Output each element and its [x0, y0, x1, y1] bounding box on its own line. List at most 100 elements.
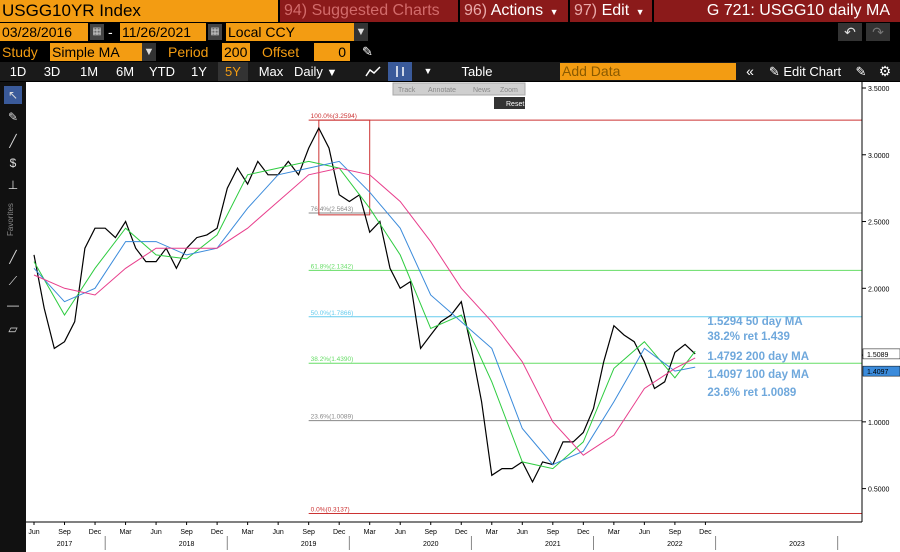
range-1m[interactable]: 1M	[79, 64, 99, 79]
range-ytd[interactable]: YTD	[149, 64, 175, 79]
frequency-select[interactable]: Daily ▼	[294, 62, 344, 81]
fib-label-6: 0.0%(0.3137)	[311, 506, 350, 513]
x-year-label-0: 2017	[57, 541, 73, 548]
last-value-label-0: 1.5089	[867, 352, 889, 359]
start-date-field[interactable]: 03/28/2016	[0, 23, 88, 41]
fib-label-4: 38.2%(1.4390)	[311, 356, 354, 363]
offset-label: Offset	[262, 44, 300, 60]
x-month-label-22: Dec	[699, 529, 712, 536]
edit-chart-button[interactable]: ✎ Edit Chart	[762, 62, 848, 81]
range-max[interactable]: Max	[258, 64, 284, 79]
x-month-label-3: Mar	[120, 529, 133, 536]
pointer-tool-icon[interactable]: ↖	[4, 86, 22, 104]
reset-button[interactable]: Reset	[506, 101, 524, 108]
x-month-label-18: Dec	[577, 529, 590, 536]
table-button[interactable]: Table	[461, 64, 493, 79]
bar-chart-icon[interactable]	[388, 62, 412, 81]
annotations: 1.5294 50 day MA 38.2% ret 1.439 1.4792 20…	[707, 316, 809, 399]
x-month-label-12: Jun	[395, 529, 406, 536]
actions-dropdown-icon: ▼	[549, 7, 559, 17]
series-line-2	[33, 160, 696, 466]
currency-select[interactable]: Local CCY	[226, 23, 354, 41]
header-bar: USGG10YR Index 94) Suggested Charts 96) …	[0, 0, 900, 22]
undo-icon[interactable]: ↶	[838, 23, 862, 41]
redo-icon[interactable]: ↷	[866, 23, 890, 41]
x-axis: Jun Sep Dec Mar Jun Sep Dec Mar Jun Sep Dec Mar Jun S…	[26, 521, 862, 550]
actions-num: 96)	[464, 2, 488, 19]
horizontal-line-icon[interactable]: —	[7, 298, 19, 312]
suggested-charts-button[interactable]: 94) Suggested Charts	[280, 0, 458, 22]
offset-input[interactable]: 0	[314, 43, 350, 61]
x-month-label-8: Jun	[272, 529, 283, 536]
trendline-tool-icon[interactable]: ╱	[9, 134, 17, 148]
pencil-icon[interactable]: ✎	[362, 44, 373, 59]
collapse-left-icon[interactable]: «	[746, 63, 754, 79]
series-line-3	[33, 167, 696, 456]
favorites-label: Favorites	[6, 203, 15, 237]
range-3d[interactable]: 3D	[43, 64, 61, 79]
overlay-tab-track[interactable]: Track	[398, 87, 416, 94]
window-title: G 721: USGG10 daily MA	[654, 0, 900, 22]
frequency-dropdown-icon: ▼	[326, 67, 338, 79]
end-calendar-icon[interactable]: ▦	[208, 24, 222, 40]
x-month-label-7: Mar	[242, 529, 255, 536]
x-month-label-17: Sep	[547, 529, 560, 536]
last-value-bg-0	[862, 348, 900, 360]
actions-button[interactable]: 96) Actions ▼	[460, 0, 568, 22]
y-tick-label-6: 3.5000	[868, 86, 890, 93]
study-select[interactable]: Simple MA	[50, 43, 142, 61]
edit-button[interactable]: 97) Edit ▼	[570, 0, 652, 22]
line-chart-icon[interactable]	[360, 62, 386, 81]
series-group	[33, 126, 696, 484]
annotate-icon[interactable]: ✎	[855, 64, 867, 79]
chart-type-dropdown-icon[interactable]: ▼	[423, 66, 433, 76]
dollar-tool-icon[interactable]: $	[9, 156, 17, 170]
annotation-2: 1.4792 200 day MA	[707, 351, 809, 363]
line-tool-icon[interactable]: ╱	[9, 250, 17, 264]
x-month-label-6: Dec	[211, 529, 224, 536]
x-year-label-5: 2022	[667, 541, 683, 548]
y-tick-label-5: 3.0000	[868, 153, 890, 160]
ray-tool-icon[interactable]: ⟋	[8, 274, 18, 288]
currency-dropdown-icon[interactable]: ▼	[354, 23, 368, 41]
edit-chart-label: Edit Chart	[783, 64, 842, 79]
measure-tool-icon[interactable]: ⊥	[7, 178, 19, 192]
add-data-input[interactable]: Add Data	[560, 63, 736, 80]
y-tick-label-1: 1.0000	[868, 420, 890, 427]
fib-label-5: 23.6%(1.0089)	[311, 414, 354, 421]
fib-label-0: 100.0%(3.2594)	[311, 113, 357, 120]
y-tick-label-3: 2.0000	[868, 286, 890, 293]
study-dropdown-icon[interactable]: ▼	[142, 43, 156, 61]
last-value-bg-1	[862, 365, 900, 377]
x-month-label-2: Dec	[89, 529, 102, 536]
gear-icon[interactable]: ⚙	[878, 63, 892, 79]
annotation-0: 1.5294 50 day MA	[707, 316, 802, 328]
eraser-tool-icon[interactable]: ▱	[8, 322, 18, 336]
range-5y[interactable]: 5Y	[218, 62, 248, 81]
x-month-label-1: Sep	[58, 529, 71, 536]
x-month-label-9: Sep	[302, 529, 315, 536]
x-month-label-13: Sep	[425, 529, 438, 536]
x-year-label-6: 2023	[789, 541, 805, 548]
date-row: 03/28/2016 ▦ - 11/26/2021 ▦ Local CCY ▼ …	[0, 22, 900, 41]
x-month-label-5: Sep	[180, 529, 193, 536]
x-year-label-2: 2019	[301, 541, 317, 548]
price-chart[interactable]: 100.0%(3.2594) 76.4%(2.5643) 61.8%(2.1342)…	[26, 82, 900, 552]
overlay-tab-news[interactable]: News	[473, 87, 491, 94]
x-month-label-10: Dec	[333, 529, 346, 536]
fib-label-1: 76.4%(2.5643)	[311, 206, 354, 213]
start-calendar-icon[interactable]: ▦	[90, 24, 104, 40]
ticker-field[interactable]: USGG10YR Index	[0, 0, 278, 22]
x-month-label-14: Dec	[455, 529, 468, 536]
range-6m[interactable]: 6M	[115, 64, 135, 79]
annotation-3: 1.4097 100 day MA	[707, 369, 809, 381]
range-1d[interactable]: 1D	[9, 64, 27, 79]
overlay-tab-zoom[interactable]: Zoom	[500, 87, 518, 94]
pen-tool-icon[interactable]: ✎	[7, 110, 19, 124]
x-month-label-15: Mar	[486, 529, 499, 536]
overlay-tab-annotate[interactable]: Annotate	[428, 87, 456, 94]
range-1y[interactable]: 1Y	[191, 64, 207, 79]
annotation-1: 38.2% ret 1.439	[707, 331, 789, 343]
period-input[interactable]: 200	[222, 43, 250, 61]
end-date-field[interactable]: 11/26/2021	[120, 23, 206, 41]
